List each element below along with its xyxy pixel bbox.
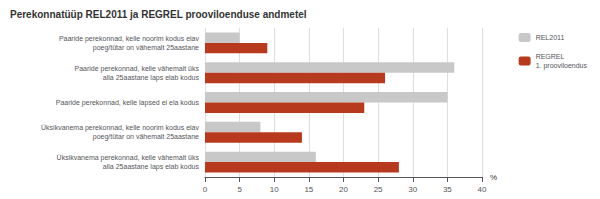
svg-text:15: 15 <box>304 185 313 194</box>
svg-text:REGREL: REGREL <box>536 53 565 60</box>
svg-text:30: 30 <box>408 185 417 194</box>
svg-text:35: 35 <box>443 185 452 194</box>
svg-text:Paaride perekonnad, kelle noor: Paaride perekonnad, kelle noorim kodus e… <box>59 35 200 43</box>
svg-text:40: 40 <box>478 185 487 194</box>
svg-text:poeg/tütar on vähemalt 25aasta: poeg/tütar on vähemalt 25aastane <box>93 133 199 141</box>
svg-text:poeg/tütar on vähemalt 25aasta: poeg/tütar on vähemalt 25aastane <box>93 44 199 52</box>
svg-text:10: 10 <box>270 185 279 194</box>
svg-text:alla 25aastane laps elab kodus: alla 25aastane laps elab kodus <box>103 74 200 82</box>
svg-text:REL2011: REL2011 <box>536 34 565 41</box>
svg-text:Perekonnatüüp REL2011 ja REGRE: Perekonnatüüp REL2011 ja REGREL proovilo… <box>10 9 307 20</box>
svg-text:5: 5 <box>237 185 242 194</box>
svg-text:Üksikvanema perekonnad, kelle: Üksikvanema perekonnad, kelle noorim kod… <box>41 124 199 132</box>
svg-text:1. prooviloendus: 1. prooviloendus <box>536 62 588 70</box>
svg-text:Paaride perekonnad, kelle vähe: Paaride perekonnad, kelle vähemalt üks <box>74 65 199 73</box>
svg-text:0: 0 <box>203 185 208 194</box>
svg-text:20: 20 <box>339 185 348 194</box>
svg-text:Paaride perekonnad, kelle laps: Paaride perekonnad, kelle lapsed ei ela … <box>56 99 200 107</box>
svg-text:25: 25 <box>374 185 383 194</box>
svg-text:alla 25aastane laps elab kodus: alla 25aastane laps elab kodus <box>103 163 200 171</box>
svg-text:Üksikvanema perekonnad, kelle: Üksikvanema perekonnad, kelle vähemalt ü… <box>57 154 200 162</box>
svg-text:%: % <box>490 173 497 182</box>
